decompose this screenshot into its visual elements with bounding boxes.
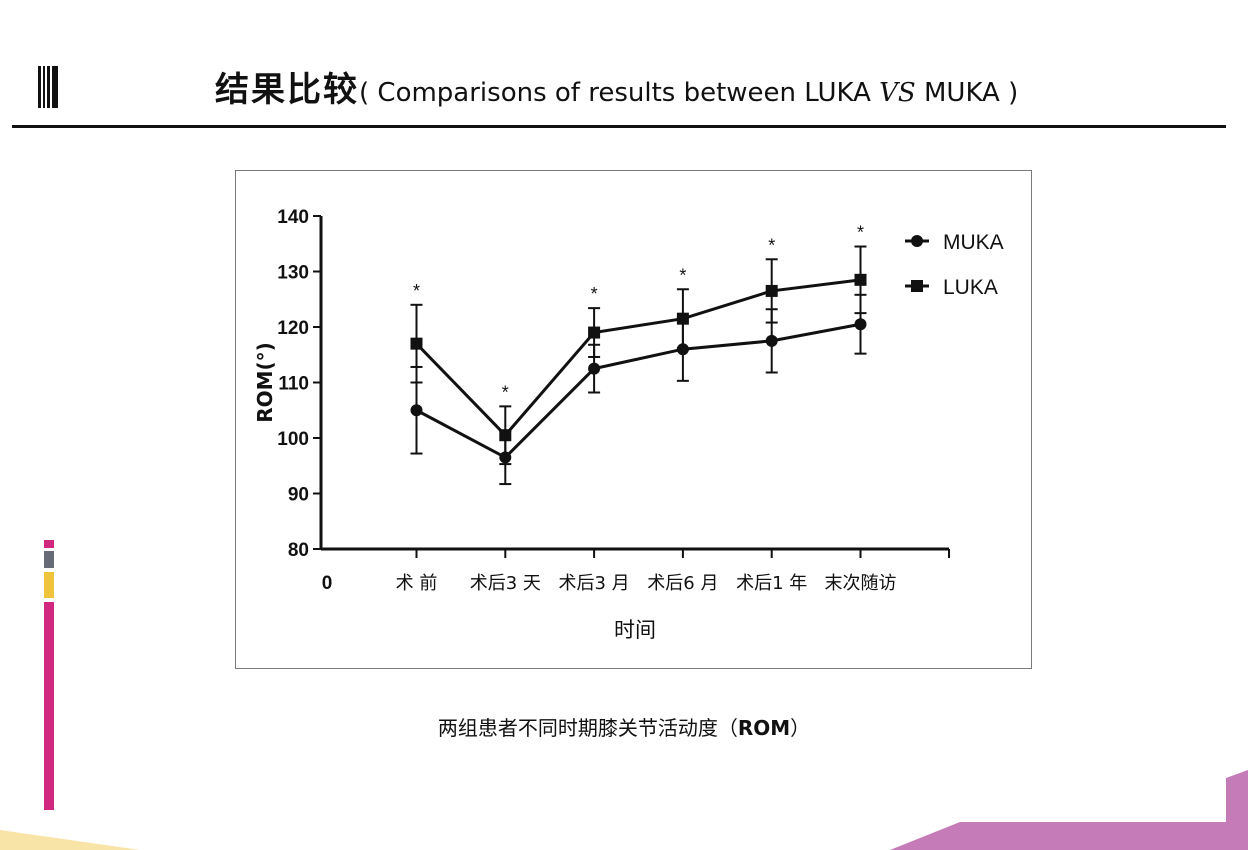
x-tick-label: 术后3 天 <box>470 573 541 594</box>
significance-mark: * <box>502 382 509 402</box>
x-tick-label: 术后6 月 <box>647 573 718 594</box>
caption-cn: 两组患者不同时期膝关节活动度（ <box>437 716 738 740</box>
left-accent-bar <box>44 540 54 548</box>
title-vs: VS <box>879 78 916 108</box>
legend-marker <box>911 280 923 292</box>
y-tick-label: 140 <box>277 207 309 228</box>
caption-close: ） <box>790 716 811 740</box>
x-tick-label: 术后1 年 <box>736 573 807 594</box>
data-point-muka <box>588 362 601 375</box>
chart-frame: 80 90 100 110 120 130 140 0 术 前 术后3 天术后3 月术后6 月术后… <box>235 170 1032 669</box>
title-cn: 结果比较 <box>215 70 359 110</box>
y-tick-label: 80 <box>288 540 309 561</box>
x-tick-label: 术后3 月 <box>559 573 630 594</box>
rom-chart: 80 90 100 110 120 130 140 0 术 前 术后3 天术后3 月术后6 月术后… <box>253 207 1004 642</box>
caption-rom: ROM <box>737 716 791 740</box>
legend-label: LUKA <box>943 276 998 299</box>
data-point-luka <box>499 429 512 442</box>
y-tick-label: 120 <box>277 318 309 339</box>
series-line-muka <box>415 322 861 460</box>
left-accent-gray <box>44 551 54 568</box>
y-tick-label: 90 <box>288 485 309 506</box>
legend-marker <box>911 235 923 247</box>
left-accent-yellow <box>44 572 54 598</box>
significance-mark: * <box>768 235 775 255</box>
data-point-muka <box>765 334 778 347</box>
data-point-luka <box>765 284 778 297</box>
significance-mark: * <box>857 223 864 243</box>
x-tick-label: 末次随访 <box>825 573 897 594</box>
figure-caption: 两组患者不同时期膝关节活动度（ROM） <box>0 712 1248 741</box>
title-en-open: ( Comparisons of results between LUKA <box>359 78 880 108</box>
y-tick-label: 130 <box>277 263 309 284</box>
data-point-muka <box>410 404 423 417</box>
series-line-luka <box>415 278 861 438</box>
data-point-luka <box>588 326 601 339</box>
data-point-luka <box>410 337 423 350</box>
significance-mark: * <box>591 284 598 304</box>
title-en-close: MUKA ) <box>915 78 1019 108</box>
title-bar-icon <box>38 66 58 108</box>
y-axis-title: ROM(°) <box>253 342 277 423</box>
x-origin-label: 0 <box>322 573 333 594</box>
x-tick-label: 术 前 <box>396 573 438 594</box>
data-point-luka <box>676 312 689 325</box>
legend-label: MUKA <box>943 231 1004 254</box>
title-divider <box>12 125 1226 128</box>
significance-mark: * <box>413 281 420 301</box>
left-accent-long <box>44 602 54 810</box>
data-point-muka <box>854 318 867 331</box>
y-tick-label: 110 <box>278 374 309 395</box>
slide-title: 结果比较( Comparisons of results between LUK… <box>215 62 1018 111</box>
x-axis-title: 时间 <box>614 618 656 642</box>
data-point-luka <box>854 273 867 286</box>
y-tick-label: 100 <box>277 429 309 450</box>
significance-mark: * <box>679 265 686 285</box>
bottom-decoration <box>0 770 1248 850</box>
data-point-muka <box>676 343 689 356</box>
